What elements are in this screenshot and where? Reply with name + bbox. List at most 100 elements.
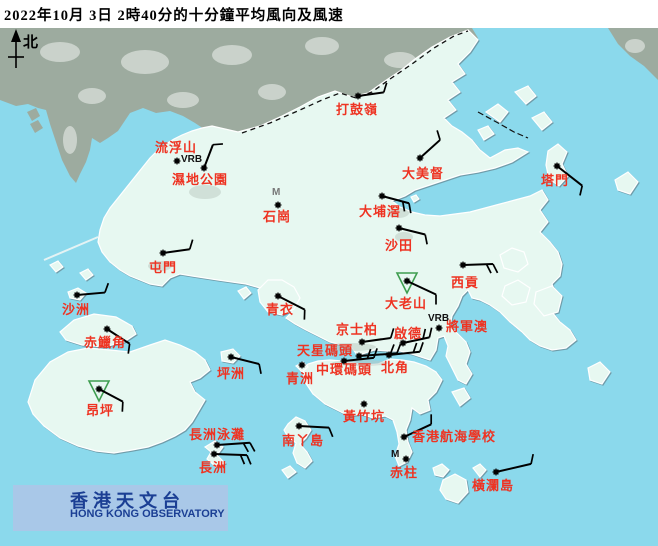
wind-barb-icon	[216, 441, 256, 453]
station-marker	[400, 414, 433, 441]
station-marker	[395, 224, 428, 245]
logo-title-english: HONG KONG OBSERVATORY	[70, 508, 225, 520]
station-label: 京士柏	[336, 322, 379, 337]
station-dot-icon	[200, 164, 208, 172]
page-title: 2022年10月 3日 2時40分的十分鐘平均風向及風速	[4, 8, 344, 24]
lantau-island	[27, 339, 211, 454]
station-label: 大老山	[385, 296, 428, 311]
station-dot-icon	[435, 324, 443, 332]
wind-barb-icon	[76, 282, 110, 296]
north-label: 北	[23, 35, 39, 51]
station-label: 坪洲	[217, 366, 246, 381]
station-label: 將軍澳	[446, 319, 489, 334]
wind-barb-icon	[106, 328, 131, 354]
station-dot-icon	[416, 154, 424, 162]
wind-barb-icon	[406, 280, 437, 305]
wind-barb-icon	[162, 239, 194, 254]
station-dot-icon	[399, 339, 407, 347]
station-marker	[173, 157, 181, 165]
station-flag-label: M	[391, 449, 400, 460]
station-dot-icon	[173, 157, 181, 165]
station-marker	[213, 441, 256, 453]
wind-barb-icon	[462, 262, 499, 274]
wind-barb-icon	[556, 165, 584, 196]
station-label: 青洲	[286, 371, 315, 386]
wind-barb-icon	[398, 227, 428, 245]
variable-wind-label: VRB	[428, 313, 450, 324]
station-marker	[399, 327, 433, 347]
station-marker	[87, 380, 124, 412]
station-marker	[274, 292, 306, 320]
wind-barb-icon	[203, 143, 223, 169]
station-dot-icon	[385, 351, 393, 359]
coast-dashes	[477, 111, 529, 139]
station-dot-icon	[103, 325, 111, 333]
wind-barb-icon	[381, 195, 412, 214]
wind-barb-icon	[361, 328, 395, 343]
station-label: 香港航海學校	[412, 429, 497, 444]
station-label: 西貢	[451, 275, 480, 290]
station-dot-icon	[274, 292, 282, 300]
station-label: 中環碼頭	[316, 362, 373, 377]
urban-north-area	[0, 28, 658, 183]
wind-barb-icon	[403, 414, 433, 438]
land-areas	[27, 29, 639, 504]
station-dot-icon	[213, 441, 221, 449]
station-label: 塔門	[541, 173, 570, 188]
station-label: 流浮山	[155, 140, 198, 155]
station-dot-icon	[492, 468, 500, 476]
station-dot-icon	[274, 201, 282, 209]
station-marker	[200, 143, 223, 172]
observatory-logo-banner	[13, 485, 228, 531]
station-label: 打鼓嶺	[336, 102, 379, 117]
station-marker	[274, 201, 282, 209]
station-label: 長洲	[199, 460, 228, 475]
station-flag-label: M	[272, 187, 281, 198]
station-dot-icon	[402, 455, 410, 463]
station-dot-icon	[553, 162, 561, 170]
station-dot-icon	[73, 291, 81, 299]
wind-barb-icon	[277, 295, 306, 320]
station-dot-icon	[358, 338, 366, 346]
station-dot-icon	[210, 450, 218, 458]
station-marker	[354, 82, 388, 100]
station-marker	[210, 450, 252, 465]
station-dot-icon	[295, 422, 303, 430]
station-label: 大埔滘	[359, 204, 402, 219]
station-marker	[227, 353, 262, 374]
station-marker	[553, 162, 584, 196]
station-label: 昂坪	[86, 403, 115, 418]
station-marker	[435, 324, 443, 332]
station-marker	[395, 272, 437, 305]
station-marker	[492, 453, 534, 476]
station-label: 黃竹坑	[343, 409, 386, 424]
station-dot-icon	[395, 224, 403, 232]
lamma-island	[283, 416, 313, 469]
station-label: 長洲泳灘	[189, 427, 246, 442]
station-marker	[378, 192, 412, 214]
station-layer	[73, 82, 584, 476]
wind-barb-icon	[388, 342, 424, 356]
station-label: 天星碼頭	[297, 343, 354, 358]
station-marker	[295, 422, 334, 438]
station-dot-icon	[354, 92, 362, 100]
station-label: 北角	[381, 360, 410, 375]
station-dot-icon	[159, 249, 167, 257]
wind-barb-icon	[402, 327, 433, 344]
wind-barb-icon	[343, 348, 378, 362]
station-dot-icon	[403, 277, 411, 285]
station-marker	[459, 261, 499, 274]
station-marker	[402, 455, 410, 463]
station-label: 赤鱲角	[84, 335, 127, 350]
station-label: 沙田	[385, 238, 414, 253]
station-label: 赤柱	[390, 465, 419, 480]
station-dot-icon	[355, 352, 363, 360]
station-marker	[103, 325, 131, 354]
station-label: 濕地公園	[172, 172, 229, 187]
urban-tints	[148, 185, 413, 366]
station-dot-icon	[459, 261, 467, 269]
wind-barb-icon	[298, 425, 334, 438]
station-label: 南丫島	[282, 433, 325, 448]
